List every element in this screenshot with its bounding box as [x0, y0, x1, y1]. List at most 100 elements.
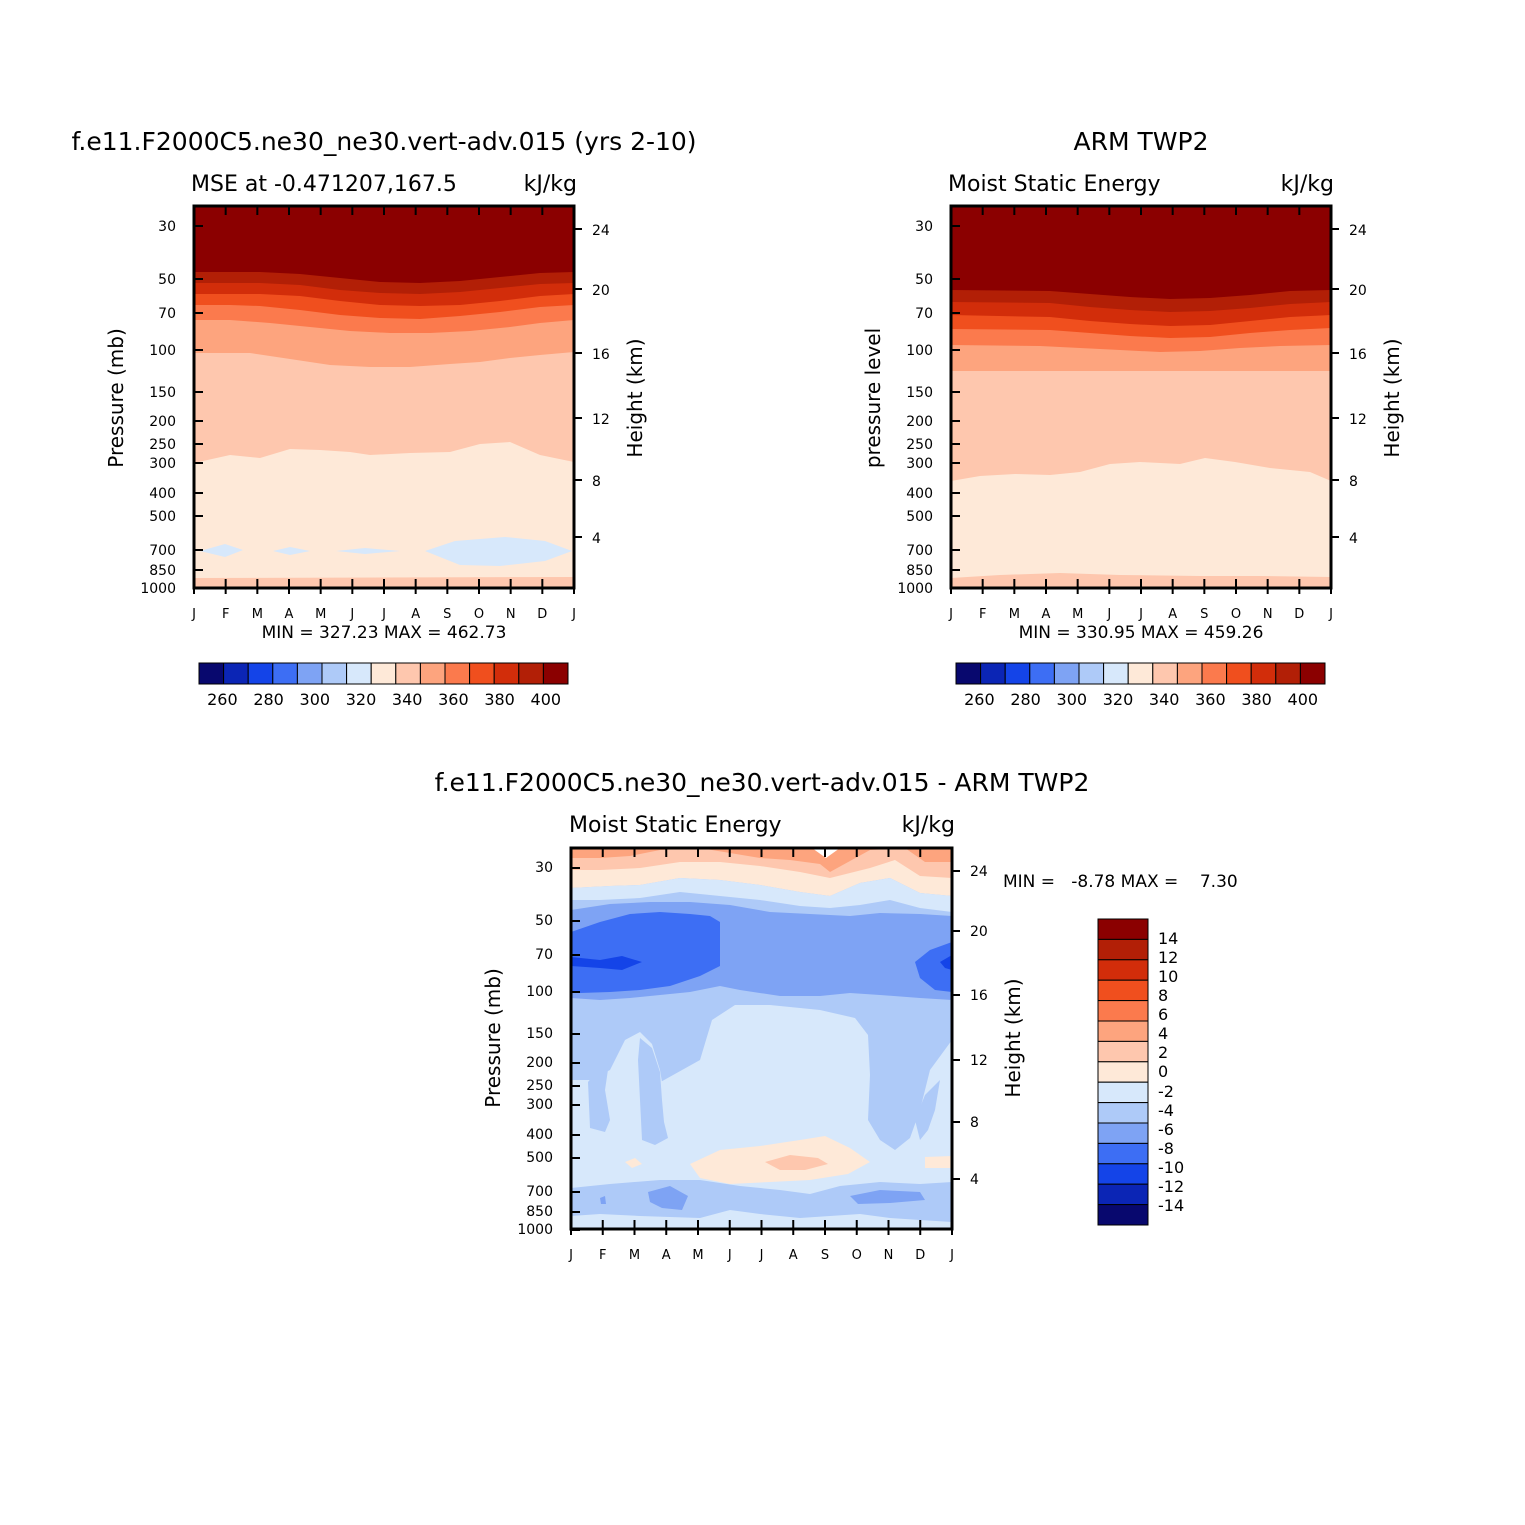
- x-tick-label: N: [1263, 607, 1273, 622]
- colorbar-swatch: [1097, 1122, 1149, 1144]
- colorbar-swatch: [1250, 662, 1277, 685]
- colorbar-swatch: [1097, 979, 1149, 1002]
- colorbar-swatch: [370, 662, 397, 685]
- colorbar-swatch: [321, 662, 348, 685]
- panel-subtitle: MSE at -0.471207,167.5: [191, 172, 457, 197]
- y-right-axis-labels: 24 20 16 12 8 4: [1349, 223, 1367, 547]
- colorbar-swatch: [1097, 959, 1149, 981]
- colorbar-swatch: [1097, 1204, 1149, 1226]
- y-right-axis-title: Height (km): [1380, 338, 1404, 457]
- y-tick-label: 400: [906, 486, 933, 502]
- y-tick-label: 850: [906, 563, 933, 579]
- colorbar-swatch: [1078, 662, 1105, 685]
- contour-band-minus2-top: [571, 878, 952, 912]
- colorbar-swatch: [1097, 1000, 1149, 1022]
- colorbar-swatch: [1226, 662, 1252, 685]
- y-tick-label: 30: [915, 219, 933, 235]
- x-tick-label: M: [692, 1248, 703, 1263]
- axis-ticks: [570, 848, 960, 1235]
- panel-title: ARM TWP2: [1074, 127, 1209, 156]
- colorbar-label: 2: [1158, 1043, 1168, 1062]
- x-tick-label: J: [1138, 607, 1143, 622]
- panel-subtitle: Moist Static Energy: [948, 172, 1161, 197]
- y-tick-label: 250: [526, 1078, 553, 1094]
- height-tick-label: 24: [1349, 223, 1367, 239]
- colorbar-label: 360: [1195, 690, 1226, 709]
- panel-subtitle: Moist Static Energy: [569, 813, 782, 838]
- y-tick-label: 850: [149, 563, 176, 579]
- y-tick-label: 400: [526, 1127, 553, 1143]
- x-tick-label: F: [222, 607, 229, 622]
- colorbar-label: -10: [1158, 1158, 1184, 1177]
- x-tick-label: O: [1231, 607, 1241, 622]
- contour-band-minus8: [571, 912, 720, 993]
- y-tick-label: 700: [526, 1184, 553, 1200]
- colorbar-swatch: [542, 662, 569, 685]
- contour-band-400: [951, 206, 1331, 299]
- y-tick-label: 70: [535, 947, 553, 963]
- colorbar-swatch: [1097, 1183, 1149, 1206]
- axis-ticks: [193, 206, 582, 594]
- x-tick-label: O: [474, 607, 484, 622]
- y-tick-label: 250: [149, 437, 176, 453]
- y-axis-title: Pressure (mb): [481, 968, 505, 1108]
- contour-band-minus4: [588, 1056, 610, 1132]
- y-tick-label: 300: [526, 1097, 553, 1113]
- colorbar-swatch: [1201, 662, 1228, 685]
- x-tick-label: J: [759, 1248, 764, 1263]
- colorbar-labels: 260 280 300 320 340 360 380 400: [207, 690, 561, 709]
- contour-blob: [273, 547, 310, 555]
- y-tick-label: 150: [149, 385, 176, 401]
- colorbar-swatch: [1053, 662, 1080, 685]
- height-tick-label: 16: [592, 347, 610, 363]
- height-tick-label: 4: [1349, 531, 1358, 547]
- y-tick-label: 250: [906, 437, 933, 453]
- x-tick-label: O: [852, 1248, 862, 1263]
- x-tick-label: J: [1106, 607, 1111, 622]
- y-tick-label: 1000: [897, 581, 933, 597]
- colorbar-label: 380: [1241, 690, 1272, 709]
- colorbar-swatch: [296, 662, 323, 685]
- y-tick-label: 500: [526, 1150, 553, 1166]
- x-tick-label: M: [1009, 607, 1020, 622]
- x-tick-label: D: [1294, 607, 1304, 622]
- panel-model: f.e11.F2000C5.ne30_ne30.vert-adv.015 (yr…: [71, 127, 696, 709]
- colorbar-label: 14: [1158, 929, 1178, 948]
- colorbar-label: 320: [346, 690, 377, 709]
- x-tick-label: A: [662, 1248, 671, 1263]
- colorbar-label: 320: [1103, 690, 1134, 709]
- colorbar-label: 280: [1010, 690, 1041, 709]
- contour-field: [194, 206, 574, 588]
- contour-band-400: [194, 206, 574, 283]
- y-tick-label: 50: [915, 272, 933, 288]
- panel-title: f.e11.F2000C5.ne30_ne30.vert-adv.015 - A…: [435, 768, 1090, 797]
- y-tick-label: 300: [149, 456, 176, 472]
- colorbar-swatch: [1029, 662, 1055, 685]
- contour-band-minus4: [915, 1080, 940, 1140]
- colorbar-label: 360: [438, 690, 469, 709]
- contour-band-minus2-column: [571, 1005, 952, 1229]
- height-tick-label: 20: [1349, 283, 1367, 299]
- colorbar-labels: 14 12 10 8 6 4 2 0 -2 -4 -6 -8 -10 -12 -…: [1158, 929, 1184, 1215]
- x-tick-label: S: [443, 607, 451, 622]
- contour-band-minus6-low: [850, 1190, 925, 1204]
- y-axis-labels: 30 50 70 100 150 200 250 300 400 500 700…: [140, 219, 176, 597]
- x-tick-label: A: [1168, 607, 1177, 622]
- contour-field: [571, 848, 952, 1229]
- panel-title: f.e11.F2000C5.ne30_ne30.vert-adv.015 (yr…: [71, 127, 696, 156]
- colorbar-label: 6: [1158, 1005, 1168, 1024]
- colorbar-label: 340: [1149, 690, 1180, 709]
- colorbar-swatch: [198, 662, 225, 685]
- x-tick-label: M: [252, 607, 263, 622]
- y-tick-label: 700: [906, 543, 933, 559]
- height-tick-label: 4: [592, 531, 601, 547]
- contour-band-2-mid: [765, 1155, 828, 1170]
- colorbar-label: -2: [1158, 1082, 1174, 1101]
- colorbar-swatch: [395, 662, 421, 685]
- colorbar-swatch: [1103, 662, 1129, 685]
- contour-band-minus8: [915, 942, 952, 992]
- colorbar-swatch: [1097, 1040, 1149, 1063]
- colorbar-label: 12: [1158, 948, 1178, 967]
- contour-band-minus4: [638, 1038, 668, 1145]
